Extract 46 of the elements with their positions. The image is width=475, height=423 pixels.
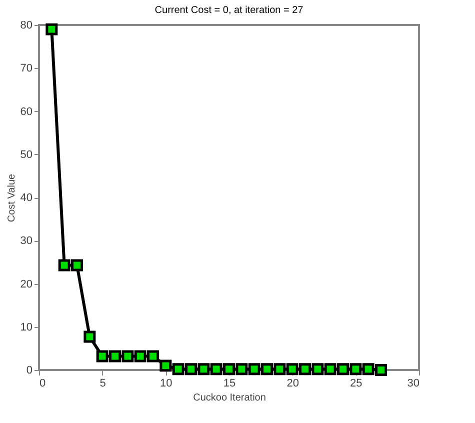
point: [84, 330, 96, 343]
y-tick-label: 70: [20, 62, 32, 75]
point: [46, 23, 58, 36]
x-tick-label: 15: [223, 378, 236, 390]
y-tick-label: 20: [20, 278, 32, 290]
y-tick-label: 40: [20, 192, 32, 204]
chart-title: Current Cost = 0, at iteration = 27: [154, 5, 304, 16]
point: [160, 360, 172, 372]
point: [362, 363, 374, 376]
point: [286, 363, 298, 376]
point: [122, 350, 134, 362]
x-tick-label: 5: [100, 378, 106, 390]
point: [58, 259, 70, 272]
point: [312, 363, 324, 376]
point: [350, 363, 362, 376]
y-tick-label: 0: [26, 364, 32, 376]
point: [223, 363, 235, 376]
point: [96, 350, 108, 362]
point: [71, 259, 83, 272]
x-tick-label: 20: [286, 378, 299, 390]
y-tick-label: 50: [20, 148, 32, 161]
point: [337, 363, 349, 376]
x-tick-label: 30: [407, 378, 420, 390]
x-tick-label: 10: [160, 378, 172, 390]
y-tick-label: 30: [20, 235, 32, 248]
point: [210, 363, 222, 376]
point: [198, 363, 210, 376]
y-tick-label: 10: [20, 321, 32, 334]
x-tick-label: 0: [40, 378, 46, 390]
point: [236, 363, 248, 376]
point: [324, 363, 336, 376]
point: [134, 350, 146, 362]
y-tick-label: 80: [20, 20, 32, 32]
point: [274, 363, 286, 376]
point: [172, 363, 184, 376]
point: [185, 363, 197, 376]
x-tick-label: 25: [350, 378, 362, 390]
point: [375, 364, 387, 376]
x-axis-title: Cuckoo Iteration: [193, 392, 266, 404]
y-axis-title: Cost Value: [6, 173, 18, 222]
point: [147, 350, 159, 362]
point: [261, 363, 273, 376]
point: [109, 350, 121, 362]
y-tick-label: 60: [20, 106, 32, 118]
point: [248, 363, 260, 376]
point: [299, 363, 311, 376]
